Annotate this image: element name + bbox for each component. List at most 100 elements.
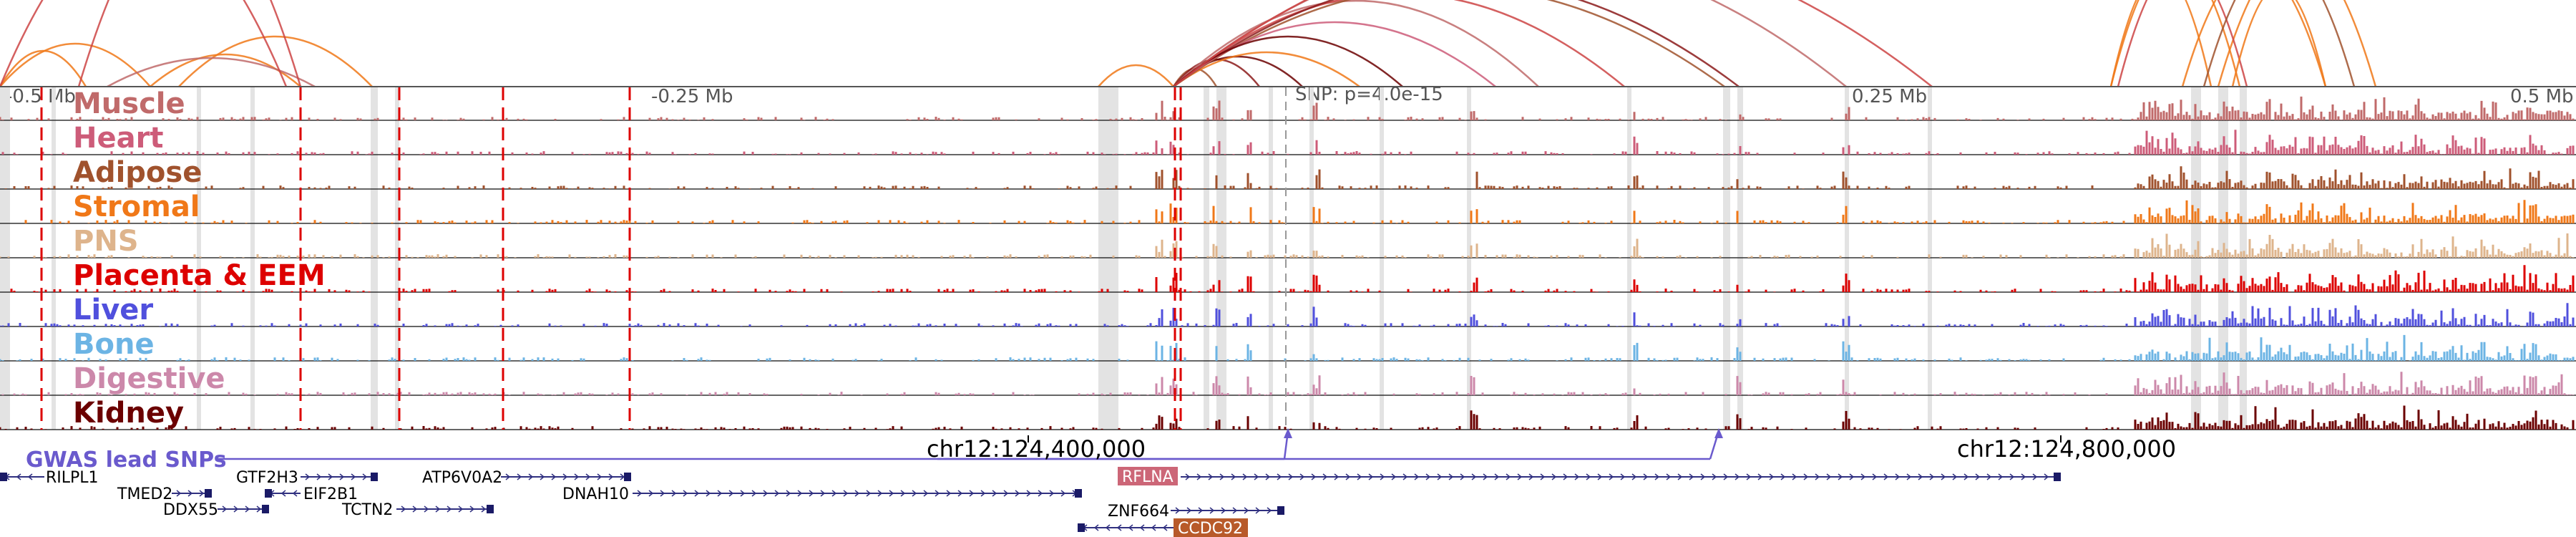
- signal-peaks: [10, 265, 2575, 292]
- highlight-column: [1111, 87, 1118, 430]
- strand-chevron: [1139, 524, 1145, 531]
- strand-chevron: [305, 473, 311, 480]
- chromatin-loop: [2181, 0, 2327, 87]
- strand-chevron: [728, 490, 734, 497]
- strand-chevron: [222, 505, 228, 513]
- signal-peaks: [0, 303, 2575, 326]
- strand-chevron: [1517, 473, 1523, 480]
- signal-track-6: [0, 303, 2576, 327]
- strand-chevron: [1998, 473, 2004, 480]
- strand-chevron: [505, 473, 511, 480]
- strand-chevron: [1838, 473, 1843, 480]
- chromatin-loop: [1173, 0, 1740, 87]
- strand-chevron: [517, 473, 522, 480]
- highlight-column: [1737, 87, 1743, 430]
- strand-chevron: [1586, 473, 1591, 480]
- gene-label-ddx55: DDX55: [163, 501, 218, 519]
- strand-chevron: [316, 473, 322, 480]
- gwas-marker-1: [1284, 428, 1292, 438]
- axis-label-minus-0.25mb: -0.25 Mb: [651, 86, 733, 107]
- strand-chevron: [1116, 524, 1122, 531]
- strand-chevron: [608, 473, 614, 480]
- gene-label-ccdc92: CCDC92: [1178, 520, 1243, 537]
- top-axis: -0.5 Mb -0.25 Mb SNP: p=4.0e-15 0.25 Mb …: [0, 84, 2576, 107]
- gene-model: [1181, 473, 2061, 481]
- signal-tracks: [0, 96, 2576, 430]
- strand-chevron: [1757, 473, 1763, 480]
- signal-track-9: [0, 405, 2576, 430]
- strand-chevron: [1162, 524, 1168, 531]
- strand-chevron: [1209, 507, 1215, 514]
- strand-chevron: [1448, 473, 1454, 480]
- track-label-adipose: Adipose: [73, 156, 202, 189]
- strand-chevron: [1437, 473, 1443, 480]
- gene-model: [218, 505, 269, 513]
- strand-chevron: [1620, 473, 1626, 480]
- gene-track: RILPL1 TMED2 DDX55 GTF2H3 EIF2B1 TCTN2 A…: [0, 467, 2061, 537]
- strand-chevron: [935, 490, 940, 497]
- strand-chevron: [923, 490, 929, 497]
- gene-model: [172, 489, 212, 498]
- chromatin-loop: [2217, 0, 2377, 87]
- strand-chevron: [1712, 473, 1717, 480]
- strand-chevron: [1208, 473, 1214, 480]
- signal-track-4: [0, 233, 2576, 258]
- axis-label-0.25mb: 0.25 Mb: [1852, 86, 1927, 107]
- chromatin-loop: [2117, 0, 2248, 87]
- gene-label-rilpl1: RILPL1: [46, 469, 99, 487]
- signal-peaks: [24, 200, 2575, 223]
- strand-chevron: [362, 473, 368, 480]
- ccdc92-highlight-box: [1174, 518, 1248, 537]
- track-labels: Muscle Heart Adipose Stromal PNS Placent…: [73, 87, 326, 430]
- strand-chevron: [351, 473, 356, 480]
- chromatin-loop: [150, 53, 301, 87]
- strand-chevron: [424, 505, 429, 513]
- strand-chevron: [1128, 524, 1133, 531]
- strand-chevron: [1723, 473, 1729, 480]
- strand-chevron: [1803, 473, 1809, 480]
- strand-chevron: [1038, 490, 1043, 497]
- strand-chevron: [637, 490, 643, 497]
- highlight-columns: [0, 87, 2247, 430]
- gene-exon: [1075, 489, 1082, 498]
- strand-chevron: [1963, 473, 1969, 480]
- strand-chevron: [1918, 473, 1923, 480]
- strand-chevron: [660, 490, 665, 497]
- axis-label-snp: SNP: p=4.0e-15: [1295, 84, 1443, 105]
- strand-chevron: [1929, 473, 1935, 480]
- gene-exon: [1277, 506, 1284, 515]
- strand-chevron: [1597, 473, 1603, 480]
- highlight-column: [1928, 87, 1932, 430]
- strand-chevron: [992, 490, 997, 497]
- strand-chevron: [1311, 473, 1317, 480]
- track-label-stromal: Stromal: [73, 190, 200, 223]
- strand-chevron: [820, 490, 826, 497]
- strand-chevron: [1746, 473, 1752, 480]
- highlight-column: [1269, 87, 1273, 430]
- chromatin-loop: [2109, 0, 2212, 87]
- highlight-column: [2191, 87, 2201, 430]
- strand-chevron: [16, 473, 21, 480]
- strand-chevron: [1357, 473, 1362, 480]
- strand-chevron: [1232, 507, 1238, 514]
- rflna-highlight-box: [1118, 467, 1178, 485]
- strand-chevron: [889, 490, 894, 497]
- strand-chevron: [1563, 473, 1568, 480]
- strand-chevron: [866, 490, 872, 497]
- highlight-column: [1845, 87, 1849, 430]
- gene-label-tctn2: TCTN2: [341, 501, 393, 519]
- strand-chevron: [1666, 473, 1672, 480]
- track-label-bone: Bone: [73, 328, 155, 361]
- gwas-marker-2: [1714, 428, 1723, 438]
- strand-chevron: [1689, 473, 1694, 480]
- strand-chevron: [1265, 473, 1271, 480]
- strand-chevron: [912, 490, 917, 497]
- strand-chevron: [1849, 473, 1855, 480]
- chromatin-loop: [1173, 51, 1360, 88]
- strand-chevron: [1242, 473, 1248, 480]
- strand-chevron: [447, 505, 452, 513]
- signal-track-8: [0, 372, 2576, 396]
- signal-track-2: [0, 166, 2576, 190]
- signal-peaks: [1, 130, 2575, 155]
